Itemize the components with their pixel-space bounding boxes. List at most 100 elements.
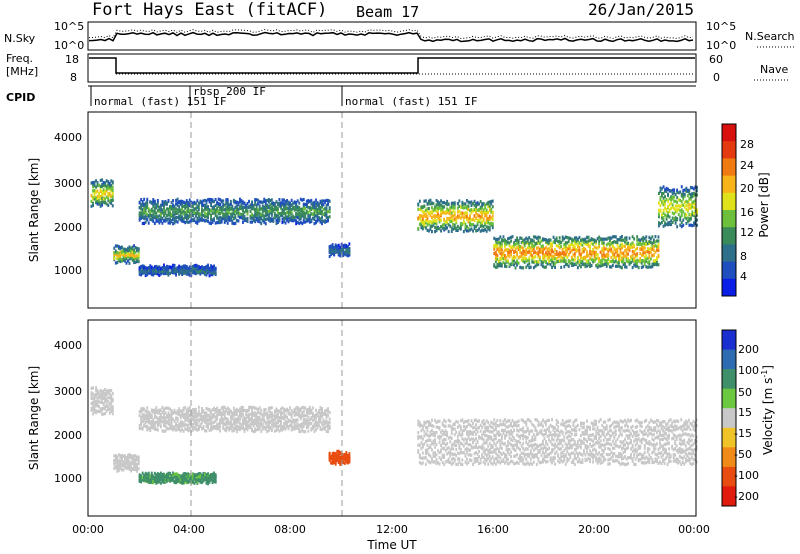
heatmap-cell bbox=[290, 428, 293, 432]
heatmap-cell bbox=[652, 259, 655, 263]
heatmap-cell bbox=[143, 475, 146, 479]
heatmap-cell bbox=[225, 198, 228, 202]
heatmap-cell bbox=[685, 221, 688, 226]
heatmap-cell bbox=[152, 216, 155, 220]
heatmap-cell bbox=[342, 250, 345, 254]
heatmap-cell bbox=[245, 203, 247, 207]
heatmap-cell bbox=[207, 215, 209, 220]
heatmap-cell bbox=[453, 213, 456, 217]
heatmap-cell bbox=[204, 207, 206, 211]
heatmap-cell bbox=[125, 261, 128, 265]
heatmap-cell bbox=[473, 207, 476, 211]
heatmap-cell bbox=[196, 199, 199, 203]
heatmap-cell bbox=[95, 189, 97, 194]
heatmap-cell bbox=[301, 207, 304, 211]
heatmap-cell bbox=[152, 219, 155, 223]
heatmap-cell bbox=[327, 209, 329, 214]
heatmap-cell bbox=[284, 207, 287, 211]
heatmap-cell bbox=[234, 424, 237, 428]
heatmap-cell bbox=[111, 391, 114, 396]
heatmap-cell bbox=[502, 257, 505, 261]
heatmap-cell bbox=[601, 258, 604, 262]
heatmap-cell bbox=[122, 464, 125, 468]
heatmap-cell bbox=[146, 271, 149, 275]
heatmap-cell bbox=[281, 411, 284, 415]
heatmap-cell bbox=[161, 202, 164, 206]
heatmap-cell bbox=[322, 212, 325, 216]
heatmap-cell bbox=[605, 237, 608, 241]
heatmap-cell bbox=[264, 211, 267, 216]
heatmap-cell bbox=[310, 218, 313, 222]
heatmap-cell bbox=[214, 198, 217, 202]
heatmap-cell bbox=[249, 214, 252, 218]
heatmap-cell bbox=[266, 414, 269, 418]
heatmap-cell bbox=[232, 406, 235, 410]
heatmap-cell bbox=[280, 426, 282, 430]
heatmap-cell bbox=[322, 427, 325, 431]
heatmap-cell bbox=[270, 198, 273, 202]
heatmap-cell bbox=[138, 476, 141, 480]
heatmap-cell bbox=[437, 226, 439, 231]
heatmap-cell bbox=[563, 246, 566, 250]
heatmap-cell bbox=[531, 246, 534, 251]
heatmap-cell bbox=[325, 412, 328, 416]
heatmap-cell bbox=[567, 259, 570, 263]
heatmap-cell bbox=[131, 457, 134, 461]
heatmap-cell bbox=[273, 414, 276, 418]
heatmap-cell bbox=[201, 270, 203, 274]
heatmap-cell bbox=[570, 242, 573, 246]
heatmap-cell bbox=[679, 190, 682, 194]
heatmap-cell bbox=[136, 465, 138, 469]
heatmap-cell bbox=[467, 226, 470, 230]
heatmap-cell bbox=[511, 258, 514, 262]
heatmap-cell bbox=[137, 255, 140, 260]
heatmap-cell bbox=[242, 405, 244, 410]
heatmap-cell bbox=[560, 255, 563, 259]
heatmap-cell bbox=[595, 246, 598, 250]
heatmap-cell bbox=[191, 204, 194, 209]
heatmap-cell bbox=[631, 259, 634, 263]
heatmap-cell bbox=[548, 247, 550, 251]
heatmap-cell bbox=[235, 412, 238, 417]
heatmap-cell bbox=[554, 257, 556, 261]
heatmap-cell bbox=[176, 215, 179, 220]
heatmap-cell bbox=[204, 203, 206, 207]
heatmap-cell bbox=[264, 207, 267, 211]
heatmap-cell bbox=[546, 255, 549, 259]
heatmap-cell bbox=[576, 266, 579, 270]
heatmap-cell bbox=[167, 411, 170, 415]
heatmap-cell bbox=[257, 419, 260, 423]
heatmap-cell bbox=[204, 418, 206, 422]
heatmap-cell bbox=[622, 238, 625, 242]
heatmap-cell bbox=[305, 203, 308, 207]
heatmap-cell bbox=[683, 188, 686, 192]
heatmap-cell bbox=[223, 203, 226, 207]
date-title: 26/Jan/2015 bbox=[588, 0, 694, 19]
heatmap-cell bbox=[252, 413, 255, 417]
heatmap-cell bbox=[337, 251, 340, 255]
heatmap-cell bbox=[646, 265, 649, 269]
heatmap-cell bbox=[229, 217, 232, 221]
heatmap-cell bbox=[150, 471, 153, 475]
heatmap-cell bbox=[581, 260, 584, 264]
heatmap-cell bbox=[95, 409, 97, 413]
heatmap-cell bbox=[601, 260, 604, 265]
heatmap-cell bbox=[526, 258, 529, 263]
heatmap-cell bbox=[92, 408, 94, 412]
heatmap-cell bbox=[472, 202, 474, 206]
heatmap-cell bbox=[113, 254, 116, 258]
heatmap-cell bbox=[488, 214, 491, 218]
heatmap-cell bbox=[580, 238, 582, 242]
heatmap-cell bbox=[231, 429, 234, 433]
heatmap-cell bbox=[281, 198, 284, 202]
heatmap-cell bbox=[315, 428, 317, 432]
heatmap-cell bbox=[301, 406, 304, 410]
heatmap-cell bbox=[207, 263, 209, 267]
heatmap-cell bbox=[328, 424, 331, 428]
heatmap-cell bbox=[187, 417, 190, 421]
heatmap-cell bbox=[277, 215, 279, 219]
heatmap-cell bbox=[231, 411, 234, 415]
heatmap-cell bbox=[201, 267, 203, 271]
heatmap-cell bbox=[319, 205, 322, 209]
heatmap-cell bbox=[201, 200, 203, 204]
